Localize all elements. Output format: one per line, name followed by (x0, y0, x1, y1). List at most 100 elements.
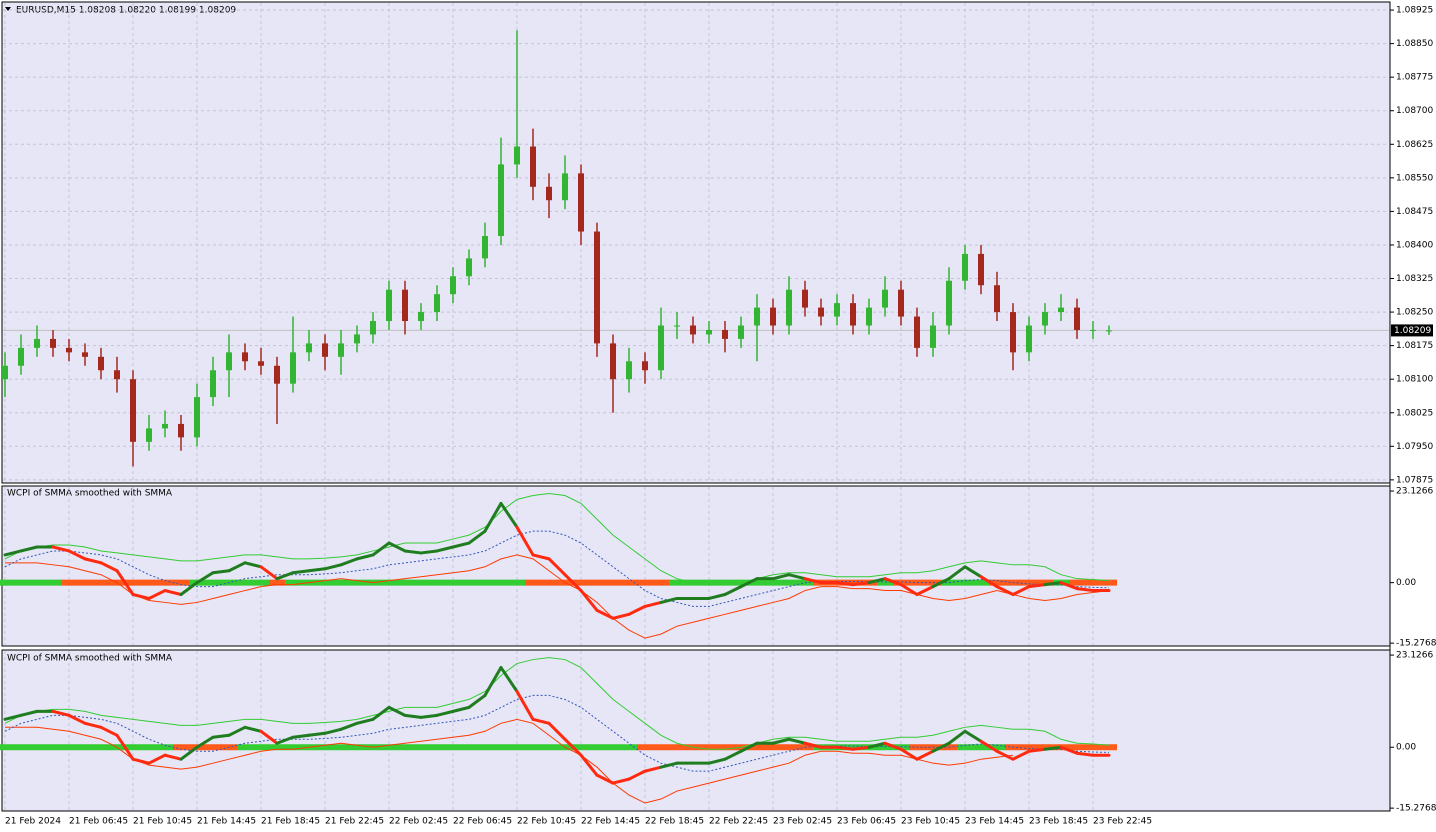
y-tick-label: -15.2768 (1396, 639, 1436, 649)
zero-bar (605, 579, 621, 586)
candle-body (50, 338, 56, 348)
x-tick-label: 23 Feb 02:45 (773, 817, 832, 827)
main-line-segment (531, 717, 551, 725)
zero-bar (237, 579, 253, 586)
zero-bar (77, 744, 93, 751)
zero-bar (141, 579, 157, 586)
main-line-segment (355, 717, 375, 725)
zero-bar (781, 744, 797, 751)
zero-bar (61, 744, 77, 751)
main-line-segment (371, 541, 391, 557)
x-tick-label: 23 Feb 18:45 (1029, 817, 1088, 827)
zero-bar (525, 579, 541, 586)
zero-bar (765, 744, 781, 751)
main-line-segment (259, 729, 279, 745)
zero-bar (973, 579, 989, 586)
main-line-segment (723, 749, 743, 761)
zero-bar (525, 744, 541, 751)
candle-body (322, 343, 328, 357)
main-line-segment (467, 529, 487, 545)
main-line-segment (739, 577, 759, 589)
main-line-segment (515, 525, 535, 557)
main-line-segment (563, 737, 583, 757)
zero-bar (445, 579, 461, 586)
zero-bar (381, 744, 397, 751)
zero-bar (573, 579, 589, 586)
main-line-segment (339, 721, 359, 731)
main-line-segment (259, 565, 279, 581)
main-line-segment (867, 577, 887, 585)
zero-bar (173, 744, 189, 751)
zero-bar (333, 579, 349, 586)
y-tick-label: 1.08025 (1396, 408, 1433, 418)
y-tick-label: 23.1266 (1396, 487, 1433, 497)
main-line-segment (371, 705, 391, 721)
zero-bar (333, 744, 349, 751)
zero-bar (157, 744, 173, 751)
x-tick-label: 22 Feb 14:45 (581, 817, 640, 827)
candle-body (1058, 307, 1064, 313)
x-tick-label: 21 Feb 22:45 (325, 817, 384, 827)
candle-body (418, 312, 424, 322)
zero-bar (1037, 744, 1053, 751)
zero-bar (141, 744, 157, 751)
main-line-segment (51, 709, 71, 717)
main-line-segment (307, 567, 327, 573)
zero-bar (381, 579, 397, 586)
main-line-segment (515, 689, 535, 721)
main-line-segment (499, 666, 519, 693)
main-line-segment (611, 777, 631, 785)
zero-bar (173, 579, 189, 586)
candle-body (642, 361, 648, 371)
candle-body (258, 361, 264, 366)
main-line-segment (867, 741, 887, 749)
indicator-title: WCPI of SMMA smoothed with SMMA (7, 654, 173, 664)
candle-body (994, 285, 1000, 313)
candle-body (562, 173, 568, 201)
zero-bar (77, 579, 93, 586)
zero-bar (445, 744, 461, 751)
candle-body (226, 352, 232, 371)
x-tick-label: 22 Feb 02:45 (389, 817, 448, 827)
zero-bar (509, 579, 525, 586)
zero-bar (893, 579, 909, 586)
y-tick-label: 1.08250 (1396, 308, 1433, 318)
main-line-segment (547, 557, 567, 577)
candle-body (1074, 307, 1080, 330)
zero-bar (125, 744, 141, 751)
y-tick-label: -15.2768 (1396, 804, 1436, 814)
zero-bar (461, 579, 477, 586)
candle-body (914, 316, 920, 348)
main-line-segment (67, 713, 87, 725)
x-tick-label: 23 Feb 14:45 (965, 817, 1024, 827)
zero-bar (285, 744, 301, 751)
y-tick-label: 1.08625 (1396, 140, 1433, 150)
zero-bar (317, 744, 333, 751)
zero-bar (205, 744, 221, 751)
indicator-line (5, 718, 1014, 804)
candle-body (178, 423, 184, 438)
main-line-segment (3, 549, 23, 557)
main-line-segment (67, 549, 87, 561)
main-line-segment (19, 545, 39, 553)
zero-bar (1085, 744, 1101, 751)
candle-body (1042, 312, 1048, 326)
zero-bar (93, 744, 109, 751)
main-line-segment (1059, 581, 1079, 591)
zero-bar (701, 579, 717, 586)
candle-body (802, 289, 808, 308)
main-line-segment (211, 733, 231, 739)
main-line-segment (435, 709, 455, 717)
zero-bar (717, 744, 733, 751)
main-line-segment (979, 575, 999, 589)
main-line-segment (115, 733, 135, 761)
candle-body (962, 253, 968, 281)
y-tick-label: 1.08175 (1396, 341, 1433, 351)
y-tick-label: 1.07875 (1396, 475, 1433, 485)
candle-body (658, 325, 664, 371)
main-line-segment (195, 735, 215, 749)
main-line-segment (851, 581, 871, 587)
main-line-segment (963, 729, 983, 743)
candle-body (146, 428, 152, 442)
